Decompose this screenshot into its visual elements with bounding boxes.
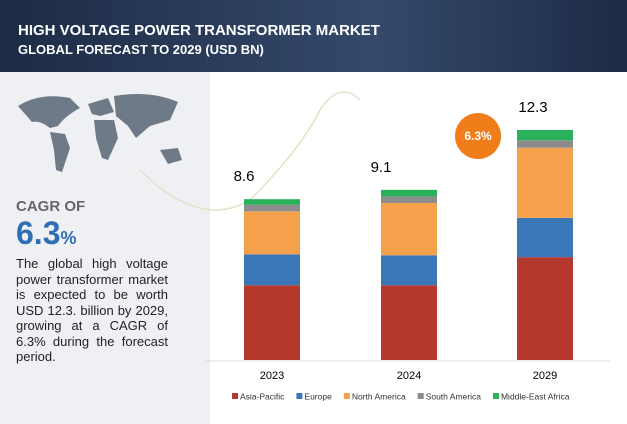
- bar-segment: [381, 285, 437, 360]
- subtitle: GLOBAL FORECAST TO 2029 (USD BN): [18, 42, 264, 57]
- description: The global high voltage power transforme…: [16, 256, 168, 364]
- bar-segment: [244, 211, 300, 255]
- bar-segment: [517, 140, 573, 148]
- cagr-label: CAGR OF: [16, 198, 86, 215]
- world-map: [18, 94, 182, 172]
- bar-segment: [381, 202, 437, 256]
- annotation: 6.3%: [464, 129, 492, 143]
- bar-segment: [244, 254, 300, 286]
- bar-segment: [517, 130, 573, 141]
- legend-label: South America: [426, 391, 482, 401]
- title: HIGH VOLTAGE POWER TRANSFORMER MARKET: [18, 22, 380, 39]
- legend-swatch: [343, 393, 350, 399]
- bar-segment: [517, 257, 573, 360]
- legend-label: North America: [352, 391, 406, 401]
- cagr-number: 6.3: [16, 215, 61, 251]
- total-label: 9.1: [371, 159, 392, 176]
- bar-segment: [517, 217, 573, 258]
- cagr-value: 6.3%: [16, 215, 77, 252]
- header: HIGH VOLTAGE POWER TRANSFORMER MARKET GL…: [0, 0, 627, 72]
- total-label: 12.3: [518, 99, 547, 116]
- cagr-unit: %: [60, 228, 77, 248]
- bar-segment: [381, 189, 437, 197]
- total-label: 8.6: [234, 168, 255, 185]
- x-tick-label: 2029: [533, 370, 557, 382]
- annotation-bubble: [455, 113, 501, 159]
- legend-label: Middle-East Africa: [501, 391, 570, 401]
- legend-label: Europe: [304, 391, 332, 401]
- legend-label: Asia-Pacific: [240, 391, 285, 401]
- bar-segment: [244, 199, 300, 205]
- legend-swatch: [417, 393, 424, 399]
- bar-segment: [381, 255, 437, 286]
- bar-segment: [381, 196, 437, 203]
- bar-segment: [244, 285, 300, 360]
- bar-segment: [244, 204, 300, 212]
- legend-swatch: [232, 393, 238, 399]
- x-tick-label: 2023: [260, 370, 284, 382]
- x-tick-label: 2024: [397, 370, 421, 382]
- bar-segment: [517, 147, 573, 218]
- sidebar: CAGR OF 6.3% The global high voltage pow…: [0, 72, 210, 424]
- legend-swatch: [296, 393, 303, 399]
- legend-swatch: [492, 393, 499, 399]
